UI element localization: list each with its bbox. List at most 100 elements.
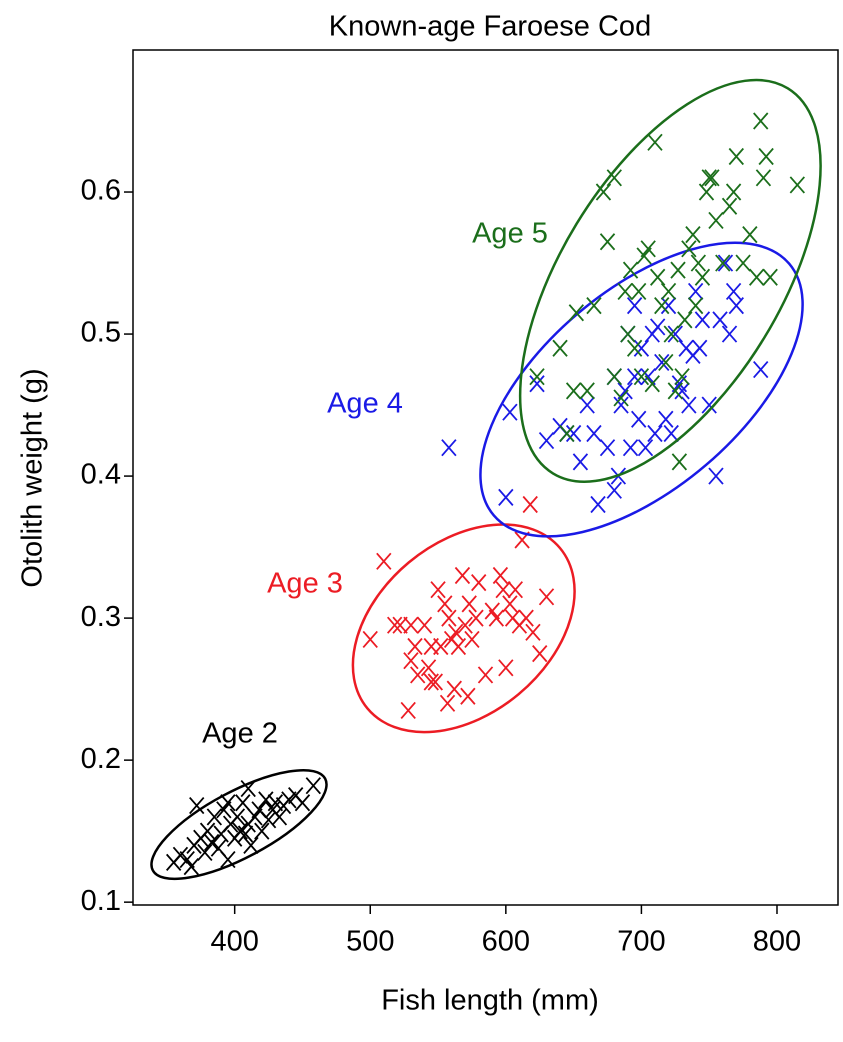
x-tick-label: 700 (617, 926, 665, 958)
point (690, 254, 707, 272)
point (206, 808, 223, 826)
point (674, 382, 690, 400)
chart-title: Known-age Faroese Cod (329, 11, 651, 43)
point (606, 169, 622, 187)
point (687, 297, 704, 315)
point (617, 282, 633, 301)
point (507, 581, 524, 599)
point (633, 339, 650, 357)
point (461, 595, 477, 613)
point (701, 169, 717, 187)
series-label: Age 2 (202, 718, 278, 750)
point (237, 825, 254, 843)
point (721, 197, 738, 215)
point (694, 311, 711, 329)
y-tick-label: 0.4 (81, 459, 121, 491)
point (681, 240, 697, 258)
point (420, 659, 437, 677)
confidence-ellipse (351, 523, 576, 734)
point (460, 687, 476, 705)
point (416, 616, 433, 634)
point (670, 261, 686, 279)
point (471, 574, 487, 592)
series-label: Age 3 (267, 568, 343, 600)
point (606, 481, 622, 499)
point (447, 623, 464, 641)
y-tick-label: 0.5 (81, 317, 121, 349)
point (183, 858, 199, 876)
point (681, 396, 697, 414)
y-tick-label: 0.2 (81, 743, 121, 775)
point (538, 431, 555, 450)
point (392, 616, 408, 634)
point (725, 183, 742, 201)
point (495, 581, 511, 599)
y-axis-title: Otolith weight (g) (17, 368, 49, 587)
point (658, 353, 674, 372)
point (407, 637, 423, 656)
point (529, 368, 545, 386)
point (189, 796, 205, 815)
point (552, 339, 568, 357)
point (464, 630, 480, 649)
point (650, 268, 666, 286)
point (498, 659, 514, 677)
point (403, 652, 419, 670)
point (620, 325, 636, 343)
point (671, 453, 688, 471)
point (203, 833, 220, 852)
point (232, 822, 248, 840)
point (644, 375, 660, 393)
point (199, 822, 216, 840)
point (468, 609, 484, 627)
point (220, 794, 236, 812)
point (694, 268, 711, 286)
point (529, 375, 545, 393)
point (626, 368, 643, 386)
point (376, 552, 392, 570)
point (667, 382, 683, 400)
point (439, 694, 456, 712)
point (755, 169, 772, 187)
point (220, 850, 236, 869)
point (637, 439, 654, 457)
point (658, 410, 674, 428)
point (631, 410, 647, 428)
point (518, 609, 534, 627)
point (446, 680, 462, 698)
point (735, 254, 751, 272)
point (654, 353, 670, 372)
point (254, 822, 270, 840)
point (622, 261, 639, 279)
point (660, 282, 677, 301)
point (613, 389, 629, 407)
point (450, 637, 467, 656)
point (498, 488, 514, 506)
point (758, 147, 774, 166)
point (235, 794, 251, 812)
point (599, 233, 616, 251)
point (427, 673, 444, 691)
y-tick-label: 0.6 (81, 175, 121, 207)
point (677, 311, 693, 329)
point (267, 794, 284, 812)
x-tick-label: 800 (753, 926, 801, 958)
point (258, 791, 274, 809)
point (572, 453, 589, 471)
point (229, 808, 246, 826)
point (789, 176, 806, 194)
point (640, 240, 656, 258)
point (441, 609, 457, 627)
point (586, 297, 602, 315)
point (586, 424, 602, 443)
point (667, 325, 683, 343)
point (386, 616, 403, 634)
point (654, 297, 670, 315)
point (708, 211, 724, 230)
point (692, 339, 708, 357)
point (631, 282, 647, 301)
point (663, 325, 679, 343)
point (294, 794, 311, 812)
point (721, 325, 738, 343)
